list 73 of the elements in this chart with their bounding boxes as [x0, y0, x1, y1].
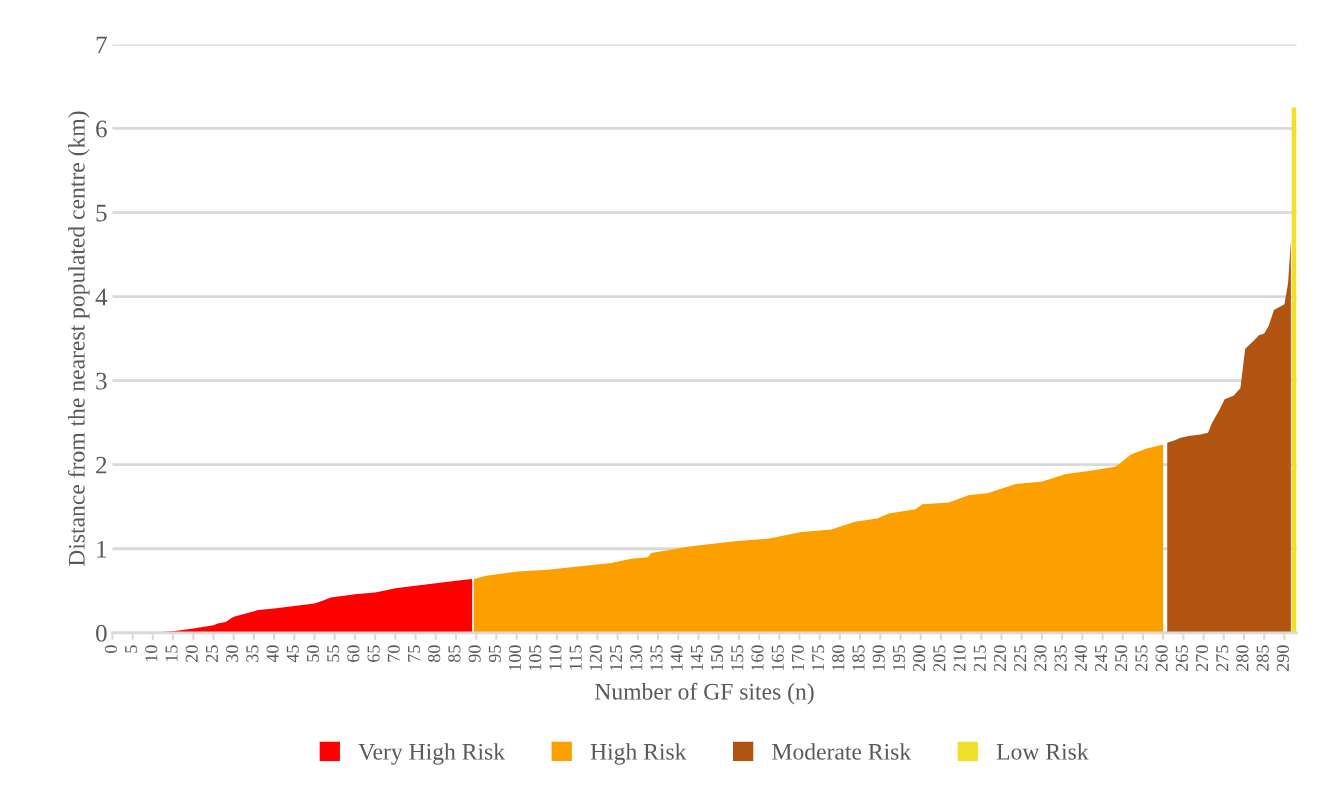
y-tick-label: 6	[96, 120, 107, 138]
x-axis-title: Number of GF sites (n)	[595, 682, 814, 705]
x-tick-label: 285	[1256, 645, 1269, 671]
x-tick-label: 15	[165, 645, 178, 662]
y-tick-label: 7	[96, 36, 107, 54]
x-tick-label: 235	[1054, 645, 1067, 671]
x-tick-label: 175	[812, 645, 825, 671]
x-tick-label: 270	[1195, 645, 1209, 671]
x-tick-label: 225	[1014, 645, 1027, 671]
x-tick-label: 130	[630, 645, 643, 671]
x-tick-label: 210	[953, 645, 966, 671]
x-tick-label: 205	[933, 645, 946, 671]
x-tick-label: 5	[125, 645, 138, 653]
x-tick-label: 80	[428, 645, 441, 662]
x-tick-label: 275	[1216, 645, 1229, 671]
x-tick-label: 45	[286, 645, 299, 663]
legend-label: Very High Risk	[358, 743, 506, 765]
x-tick-label: 195	[892, 645, 906, 671]
x-tick-label: 40	[266, 645, 279, 663]
x-tick-label: 140	[670, 645, 683, 671]
y-tick-label: 4	[95, 288, 108, 306]
x-tick-label: 20	[185, 645, 198, 662]
x-tick-label: 115	[569, 645, 582, 670]
x-tick-label: 250	[1115, 645, 1128, 671]
x-tick-label: 145	[690, 645, 703, 671]
x-tick-label: 50	[306, 645, 320, 662]
x-tick-label: 155	[731, 645, 744, 671]
x-tick-label: 65	[367, 645, 380, 662]
x-tick-label: 230	[1034, 645, 1047, 671]
y-tick-label: 5	[96, 204, 107, 222]
x-tick-label: 55	[327, 645, 340, 662]
x-tick-label: 150	[710, 645, 724, 671]
x-tick-label: 200	[913, 645, 926, 671]
legend-label: High Risk	[590, 743, 687, 765]
x-tick-label: 170	[791, 645, 804, 671]
x-tick-label: 100	[508, 645, 522, 671]
x-tick-label: 160	[751, 645, 764, 671]
x-tick-label: 30	[226, 645, 239, 662]
x-tick-label: 220	[993, 645, 1007, 671]
y-axis-title: Distance from the nearest populated centre (km)	[67, 111, 90, 567]
x-tick-label: 10	[145, 645, 158, 662]
x-tick-label: 255	[1135, 645, 1148, 671]
x-tick-label: 265	[1175, 645, 1188, 671]
x-tick-label: 215	[973, 645, 986, 671]
x-tick-label: 125	[610, 645, 623, 671]
x-tick-label: 0	[104, 645, 117, 653]
x-tick-label: 185	[852, 645, 865, 671]
x-tick-label: 105	[529, 645, 542, 671]
x-tick-label: 60	[347, 645, 360, 662]
x-tick-label: 110	[549, 645, 562, 670]
x-tick-label: 35	[246, 645, 259, 662]
x-tick-label: 165	[771, 645, 784, 671]
x-tick-label: 245	[1094, 645, 1108, 671]
x-tick-label: 70	[387, 645, 400, 662]
x-tick-label: 120	[589, 645, 602, 671]
y-tick-label: 1	[97, 540, 107, 558]
y-tick-label: 0	[96, 624, 107, 642]
x-tick-label: 90	[468, 645, 481, 663]
legend-label: Low Risk	[996, 743, 1089, 760]
legend-label: Moderate Risk	[772, 743, 912, 760]
x-tick-label: 290	[1276, 645, 1289, 671]
x-tick-label: 25	[205, 645, 219, 662]
x-tick-label: 180	[832, 645, 845, 671]
x-tick-label: 95	[488, 645, 501, 663]
y-tick-label: 3	[96, 372, 107, 390]
x-tick-label: 280	[1236, 645, 1249, 671]
x-tick-label: 135	[650, 645, 663, 671]
x-tick-label: 190	[872, 645, 885, 671]
x-tick-label: 75	[408, 645, 421, 662]
x-tick-label: 85	[448, 645, 461, 662]
x-tick-label: 260	[1155, 645, 1168, 671]
x-tick-label: 240	[1074, 645, 1087, 671]
y-tick-label: 2	[96, 456, 107, 474]
